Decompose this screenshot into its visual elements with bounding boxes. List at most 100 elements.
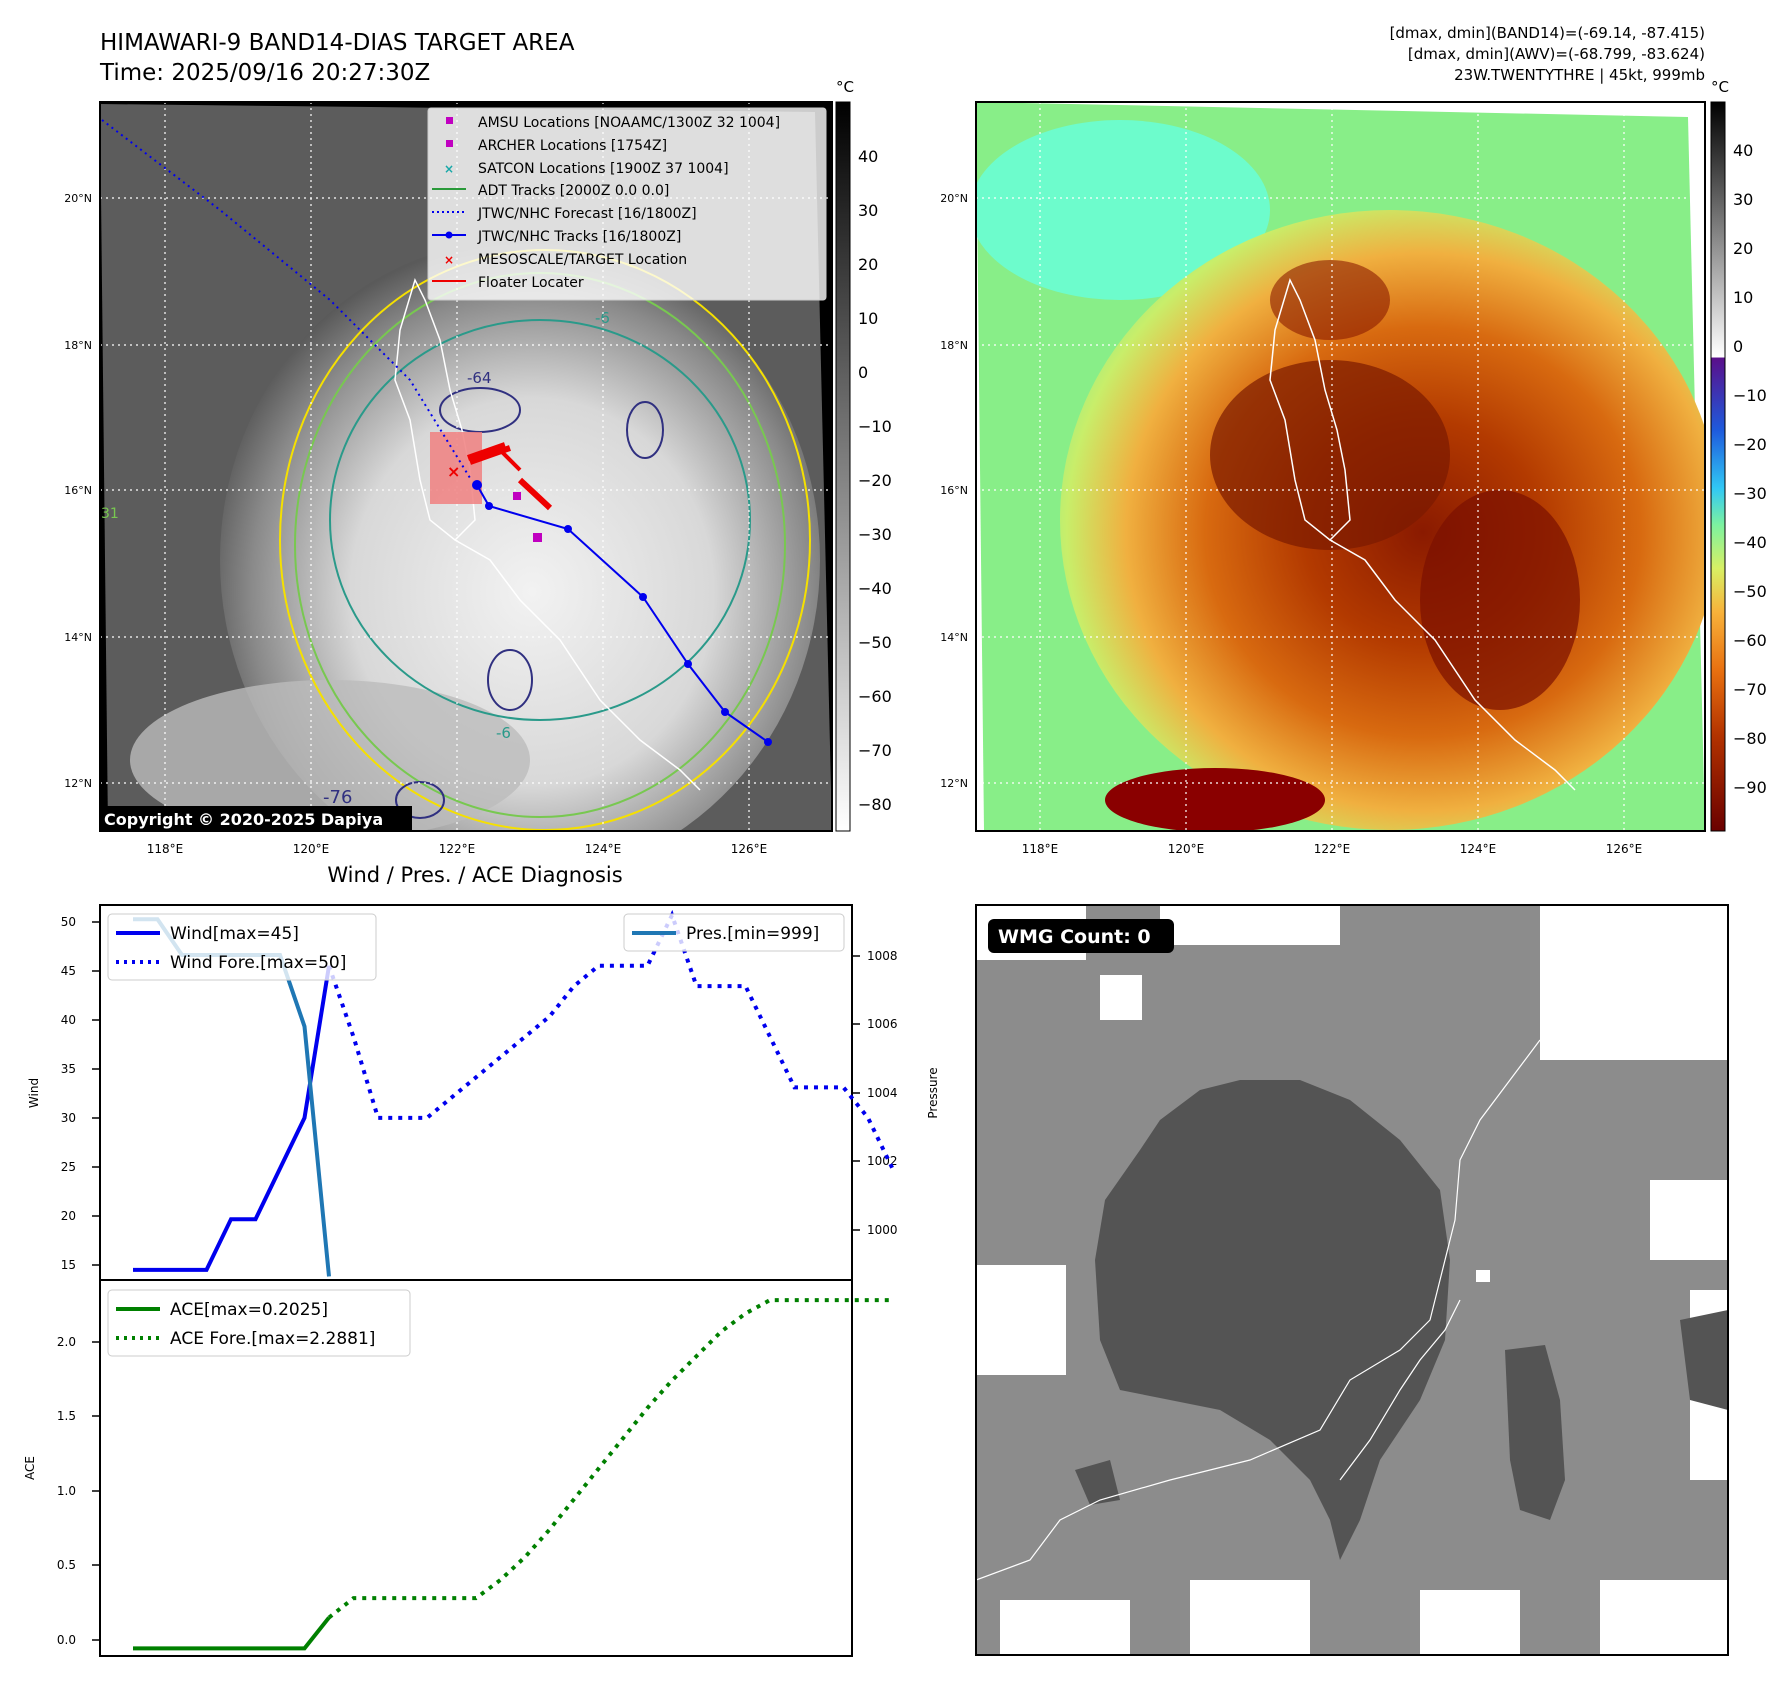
wmg-white-patch bbox=[1540, 905, 1728, 1060]
info-line1: [dmax, dmin](BAND14)=(-69.14, -87.415) bbox=[1390, 24, 1705, 42]
diag-title: Wind / Pres. / ACE Diagnosis bbox=[327, 863, 622, 887]
gray-colorbar-ticks: 40 30 20 10 0 −10 −20 −30 −40 −50 −60 −7… bbox=[858, 147, 892, 814]
wmg-white-patch bbox=[1420, 1590, 1520, 1655]
wind-yticks: 50 45 40 35 30 25 20 15 bbox=[61, 915, 76, 1272]
ace-forecast-series-line bbox=[327, 1298, 893, 1620]
floater-locater bbox=[467, 442, 553, 511]
wmg-white-patch bbox=[1160, 905, 1340, 945]
lon-tick: 120°E bbox=[1168, 842, 1205, 856]
mesoscale-target-box bbox=[430, 432, 482, 504]
lat-tick: 18°N bbox=[64, 339, 92, 352]
colorbar-tick: −90 bbox=[1733, 778, 1767, 797]
ace-tick: 0.0 bbox=[57, 1633, 76, 1647]
ace-legend: ACE[max=0.2025] ACE Fore.[max=2.2881] bbox=[107, 1289, 411, 1357]
wmg-dark-core bbox=[1095, 1080, 1450, 1560]
svg-text:×: × bbox=[444, 162, 454, 176]
wmg-count-badge bbox=[988, 919, 1174, 953]
map-legend: AMSU Locations [NOAAMC/1300Z 32 1004] AR… bbox=[427, 107, 827, 301]
copyright-text: Copyright © 2020-2025 Dapiya bbox=[104, 810, 383, 829]
contour-navy-3 bbox=[395, 781, 445, 819]
pressure-axis-label: Pressure bbox=[926, 1067, 940, 1118]
colorbar-tick: −20 bbox=[1733, 435, 1767, 454]
pressure-tickmarks bbox=[852, 955, 860, 1231]
wmg-white-patch bbox=[1190, 1580, 1310, 1655]
color-map-coastline-luzon bbox=[1269, 277, 1351, 542]
wmg-panel bbox=[976, 905, 1728, 1655]
wmg-white-patch bbox=[1000, 1600, 1130, 1655]
wmg-coastline bbox=[976, 1039, 1541, 1581]
wind-tick: 45 bbox=[61, 964, 76, 978]
ace-legend-label: ACE[max=0.2025] bbox=[170, 1300, 328, 1320]
colorbar-tick: −80 bbox=[858, 795, 892, 814]
ir-map-lon-ticks: 118°E 120°E 122°E 124°E 126°E bbox=[147, 842, 768, 856]
coastline-luzon bbox=[394, 277, 476, 542]
jtwc-track-points bbox=[472, 480, 772, 746]
colorbar-tick: 30 bbox=[1733, 190, 1753, 209]
color-map-core-3 bbox=[1270, 260, 1390, 340]
colorbar-tick: −10 bbox=[1733, 386, 1767, 405]
pressure-tick: 1008 bbox=[867, 949, 898, 963]
color-colorbar-unit: °C bbox=[1711, 78, 1729, 96]
wind-forecast-series-line bbox=[327, 909, 895, 1170]
ir-map-frame bbox=[99, 101, 833, 832]
colorbar-tick: 20 bbox=[1733, 239, 1753, 258]
lat-tick: 14°N bbox=[940, 631, 968, 644]
colorbar-tick: 30 bbox=[858, 201, 878, 220]
contour-teal bbox=[329, 319, 751, 721]
colorbar-tick: 10 bbox=[1733, 288, 1753, 307]
colorbar-tick: 0 bbox=[858, 363, 868, 382]
colorbar-tick: −20 bbox=[858, 471, 892, 490]
lat-tick: 16°N bbox=[940, 484, 968, 497]
contour-label-4: -76 bbox=[323, 787, 352, 808]
colorbar-tick: −60 bbox=[1733, 631, 1767, 650]
ace-series-layer bbox=[133, 1298, 893, 1651]
wmg-white-patch bbox=[1476, 1270, 1490, 1282]
lon-tick: 126°E bbox=[731, 842, 768, 856]
wind-fore-legend-label: Wind Fore.[max=50] bbox=[170, 953, 346, 973]
lon-tick: 122°E bbox=[1314, 842, 1351, 856]
figure-title-line2: Time: 2025/09/16 20:27:30Z bbox=[99, 60, 430, 86]
legend-label-floater: Floater Locater bbox=[478, 275, 584, 291]
wind-legend: Wind[max=45] Wind Fore.[max=50] bbox=[107, 913, 377, 981]
color-map-cyan-area bbox=[976, 120, 1270, 300]
lon-tick: 120°E bbox=[293, 842, 330, 856]
ace-axis-label: ACE bbox=[23, 1456, 37, 1480]
info-line2: [dmax, dmin](AWV)=(-68.799, -83.624) bbox=[1408, 45, 1705, 63]
wind-series-line bbox=[133, 965, 331, 1272]
wmg-white-patch bbox=[1650, 1180, 1728, 1260]
amsu-archer-markers bbox=[513, 492, 542, 542]
wind-legend-label: Wind[max=45] bbox=[170, 924, 299, 944]
contour-label-2: -64 bbox=[467, 369, 492, 387]
colorbar-tick: 20 bbox=[858, 255, 878, 274]
coastline-south bbox=[454, 539, 701, 791]
mesoscale-target-marker: × bbox=[447, 462, 460, 481]
ace-series-line bbox=[133, 1616, 331, 1651]
copyright-box bbox=[100, 806, 412, 831]
wind-tickmarks bbox=[92, 921, 100, 1266]
color-map-lon-ticks: 118°E 120°E 122°E 124°E 126°E bbox=[1022, 842, 1643, 856]
ace-tick: 1.0 bbox=[57, 1484, 76, 1498]
pressure-tick: 1006 bbox=[867, 1017, 898, 1031]
colorbar-tick: −70 bbox=[858, 741, 892, 760]
colorbar-tick: 0 bbox=[1733, 337, 1743, 356]
colorbar-tick: −40 bbox=[858, 579, 892, 598]
legend-label-jtwc-forecast: JTWC/NHC Forecast [16/1800Z] bbox=[477, 206, 697, 222]
lat-tick: 20°N bbox=[940, 192, 968, 205]
ace-tickmarks bbox=[92, 1341, 100, 1641]
gray-colorbar bbox=[835, 101, 851, 832]
colorbar-tick: −80 bbox=[1733, 729, 1767, 748]
legend-label-mesoscale: MESOSCALE/TARGET Location bbox=[478, 252, 687, 268]
wind-tick: 40 bbox=[61, 1013, 76, 1027]
pressure-yticks: 1008 1006 1004 1002 1000 bbox=[867, 949, 898, 1237]
pressure-legend: Pres.[min=999] bbox=[623, 913, 845, 952]
ir-cloud-band bbox=[130, 680, 530, 831]
colorbar-tick: −50 bbox=[1733, 582, 1767, 601]
ace-fore-legend-label: ACE Fore.[max=2.2881] bbox=[170, 1329, 375, 1349]
info-line3: 23W.TWENTYTHRE | 45kt, 999mb bbox=[1454, 66, 1705, 84]
contour-label-3: -6 bbox=[496, 724, 511, 742]
colorbar-tick: −10 bbox=[858, 417, 892, 436]
pressure-tick: 1000 bbox=[867, 1223, 898, 1237]
wmg-count-label: WMG Count: 0 bbox=[998, 926, 1151, 948]
floater-locater-2 bbox=[498, 448, 522, 472]
wmg-dark-patch bbox=[1075, 1460, 1120, 1505]
